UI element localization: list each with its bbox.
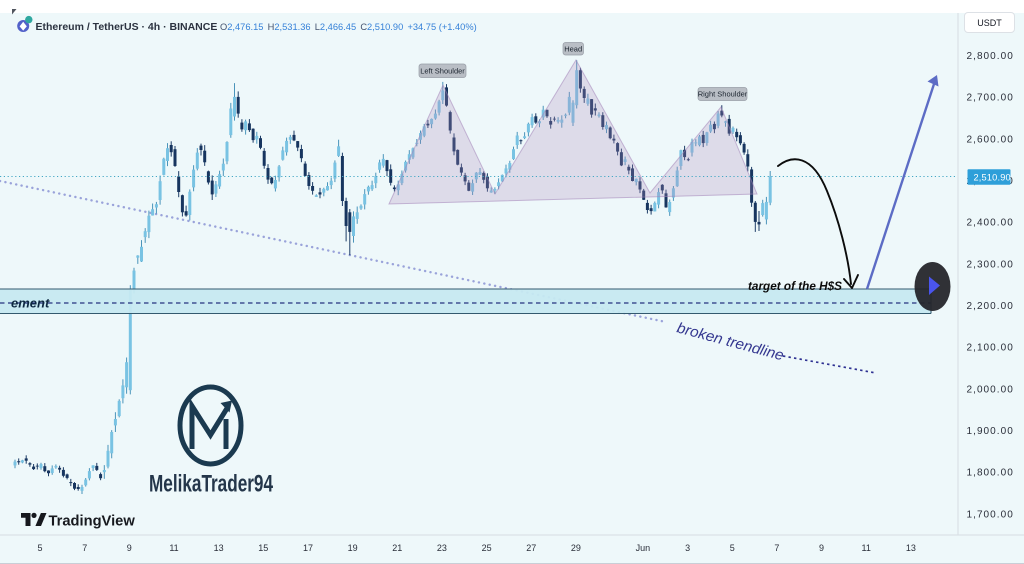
svg-text:21: 21 <box>392 543 402 553</box>
svg-text:25: 25 <box>482 543 492 553</box>
svg-text:27: 27 <box>526 543 536 553</box>
svg-text:13: 13 <box>906 543 916 553</box>
svg-text:19: 19 <box>348 543 358 553</box>
svg-text:3: 3 <box>685 543 690 553</box>
svg-text:2,400.00: 2,400.00 <box>967 218 1014 229</box>
svg-text:MelikaTrader94: MelikaTrader94 <box>149 471 273 498</box>
svg-text:2,600.00: 2,600.00 <box>967 134 1014 145</box>
svg-text:5: 5 <box>730 543 735 553</box>
svg-text:2,800.00: 2,800.00 <box>967 51 1014 62</box>
svg-text:2,510.90: 2,510.90 <box>974 173 1011 183</box>
svg-text:5: 5 <box>37 543 42 553</box>
svg-text:2,200.00: 2,200.00 <box>967 301 1014 312</box>
svg-text:7: 7 <box>82 543 87 553</box>
svg-text:Ethereum / TetherUS · 4h · BIN: Ethereum / TetherUS · 4h · BINANCE <box>36 21 218 33</box>
svg-text:29: 29 <box>571 543 581 553</box>
svg-text:2,700.00: 2,700.00 <box>967 93 1014 104</box>
svg-text:Head: Head <box>564 45 582 54</box>
svg-text:7: 7 <box>774 543 779 553</box>
svg-text:1,700.00: 1,700.00 <box>967 509 1014 520</box>
svg-text:2,300.00: 2,300.00 <box>967 259 1014 270</box>
svg-text:11: 11 <box>169 543 178 553</box>
svg-text:17: 17 <box>303 543 313 553</box>
svg-text:USDT: USDT <box>977 18 1002 28</box>
svg-text:ement: ement <box>11 296 50 311</box>
svg-text:Jun: Jun <box>636 543 651 553</box>
svg-text:Right Shoulder: Right Shoulder <box>698 90 748 99</box>
svg-text:target of the H$S: target of the H$S <box>748 281 842 293</box>
svg-text:1,900.00: 1,900.00 <box>967 426 1014 437</box>
svg-text:11: 11 <box>862 543 871 553</box>
svg-text:9: 9 <box>127 543 132 553</box>
svg-text:13: 13 <box>214 543 224 553</box>
svg-text:15: 15 <box>258 543 268 553</box>
svg-text:TradingView: TradingView <box>49 514 136 530</box>
svg-text:2,000.00: 2,000.00 <box>967 384 1014 395</box>
svg-text:Left Shoulder: Left Shoulder <box>420 67 465 76</box>
svg-text:2,100.00: 2,100.00 <box>967 343 1014 354</box>
svg-text:9: 9 <box>819 543 824 553</box>
svg-text:1,800.00: 1,800.00 <box>967 468 1014 479</box>
svg-text:23: 23 <box>437 543 447 553</box>
